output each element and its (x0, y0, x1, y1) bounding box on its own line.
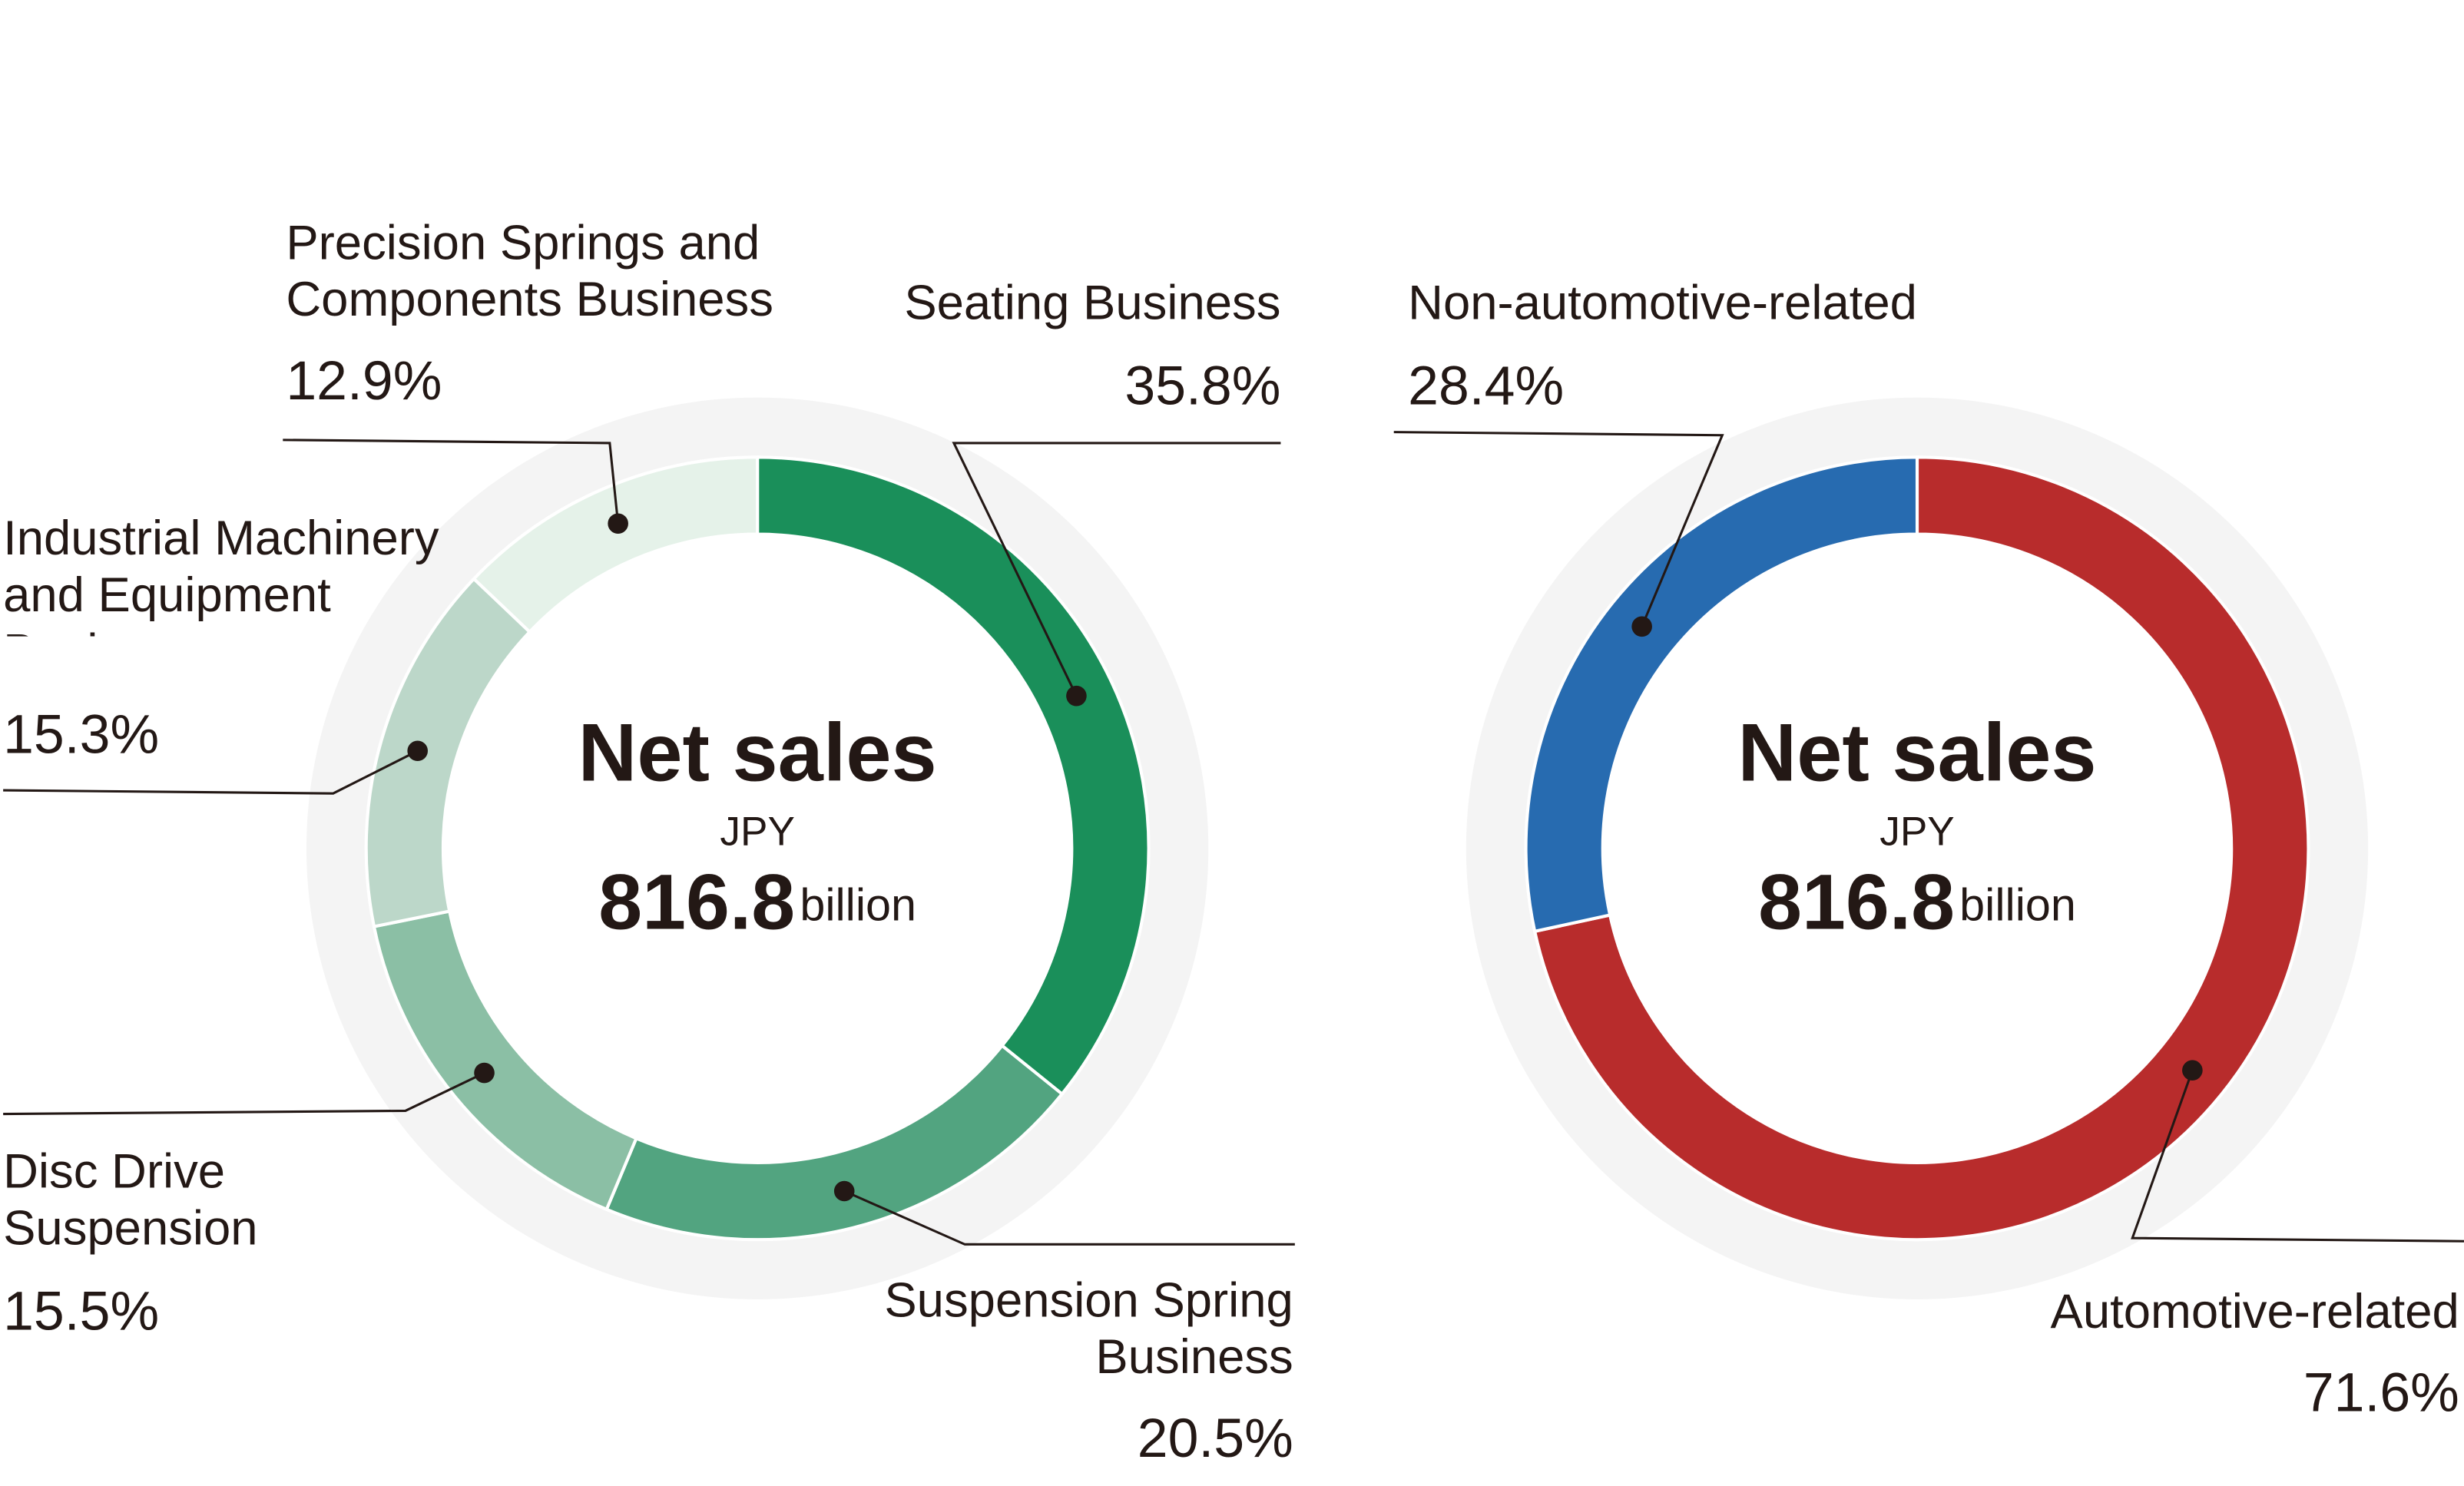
segment-label-box: Industrial Machinery and Equipment Busin… (3, 510, 439, 637)
donut-segment (756, 455, 1151, 1097)
center-amount: 816.8 billion (598, 858, 916, 946)
center-amount: 816.8 billion (1758, 858, 2076, 946)
center-unit: billion (800, 879, 916, 930)
donut-segment (472, 455, 760, 634)
leader-line (843, 1190, 1295, 1246)
segment-label-box: Seating Business (904, 275, 1281, 330)
donut-segment (1524, 455, 1919, 934)
segment-value-label: 15.3% (3, 703, 159, 765)
leader-dot (2182, 1060, 2203, 1081)
segment-label-box: Non-automotive-related (1408, 275, 1917, 330)
segment-label: Suspension Spring Business (884, 1273, 1293, 1385)
leader-line (283, 439, 620, 524)
leader-dot (833, 1180, 855, 1202)
segment-label: Non-automotive-related (1408, 275, 1917, 330)
leader-line (3, 750, 419, 795)
segment-label-box: Suspension Spring Business (884, 1273, 1293, 1385)
center-value: 816.8 (598, 858, 795, 946)
segment-value-label: 15.5% (3, 1280, 159, 1342)
leader-dot (608, 513, 628, 534)
segment-value-label: 12.9% (286, 350, 442, 412)
leader-dot (407, 740, 428, 762)
segment-label-box: Automotive-related (2050, 1283, 2459, 1339)
leader-line (2131, 1070, 2464, 1243)
center-currency: JPY (720, 809, 795, 854)
leader-dot (474, 1062, 495, 1084)
center-disc (442, 534, 1072, 1163)
leader-dot (1066, 685, 1087, 707)
center-value: 816.8 (1758, 858, 1955, 946)
segment-label: Disc Drive Suspension (3, 1143, 258, 1256)
segment-label: Automotive-related (2050, 1283, 2459, 1339)
leader-line (952, 442, 1281, 697)
segment-label: Precision Springs and Components Busines… (286, 215, 773, 327)
leader-line (1393, 431, 1724, 627)
segment-value-label: 71.6% (2303, 1362, 2459, 1424)
center-title: Net sales (1737, 707, 2096, 798)
segment-label-box: Disc Drive Suspension (3, 1143, 258, 1256)
leader-dot (1631, 616, 1652, 637)
segment-value-label: 28.4% (1408, 355, 1564, 416)
center-currency: JPY (1879, 809, 1955, 854)
leader-line (3, 1071, 485, 1116)
segment-label-box: Precision Springs and Components Busines… (286, 215, 773, 327)
donut-segment (1532, 455, 2310, 1242)
center-title: Net sales (578, 707, 937, 798)
center-unit: billion (1959, 879, 2076, 930)
segment-value-label: 20.5% (1138, 1408, 1293, 1469)
segment-label: Seating Business (904, 275, 1281, 330)
center-disc (1602, 534, 2232, 1163)
segment-value-label: 35.8% (1124, 355, 1280, 416)
segment-label: Industrial Machinery and Equipment Busin… (3, 510, 439, 637)
